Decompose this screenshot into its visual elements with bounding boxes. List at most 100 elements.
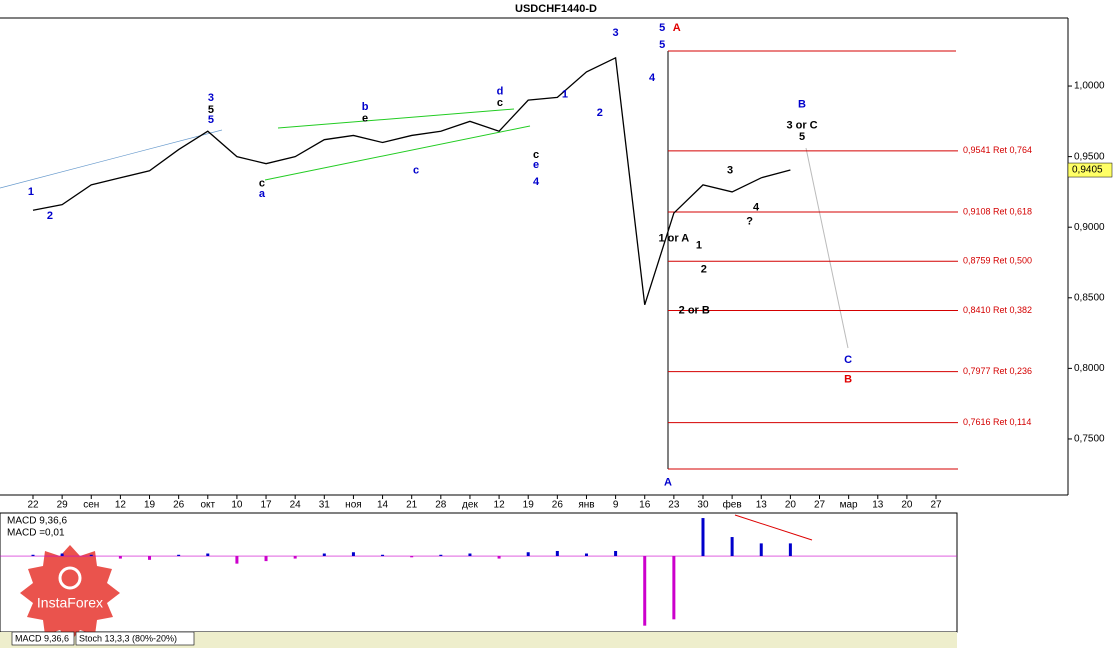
macd-trend bbox=[734, 514, 813, 541]
x-tick-label: мар bbox=[840, 500, 858, 511]
macd-bar bbox=[264, 556, 268, 562]
macd-bar bbox=[468, 553, 472, 557]
y-tick-label: 0,9000 bbox=[1074, 222, 1105, 233]
price-marker-label: 0,9405 bbox=[1072, 165, 1103, 176]
macd-bar bbox=[381, 554, 385, 557]
macd-bar bbox=[118, 556, 122, 559]
x-tick-label: 23 bbox=[668, 500, 680, 511]
x-tick-label: 20 bbox=[785, 500, 797, 511]
chart-title: USDCHF1440-D bbox=[515, 3, 597, 15]
x-tick-label: дек bbox=[462, 500, 478, 511]
logo-text: InstaForex bbox=[37, 595, 103, 611]
x-tick-label: 20 bbox=[901, 500, 913, 511]
macd-bar bbox=[614, 550, 618, 557]
wave-label: c bbox=[259, 177, 265, 189]
trend-line bbox=[277, 108, 515, 129]
x-tick-label: 28 bbox=[435, 500, 447, 511]
macd-bar bbox=[410, 556, 414, 558]
wave-label: C bbox=[844, 354, 852, 366]
x-tick-label: ноя bbox=[345, 500, 362, 511]
wave-label: 1 or A bbox=[658, 232, 689, 244]
wave-label: c bbox=[413, 165, 419, 177]
macd-bar bbox=[759, 543, 763, 557]
x-tick-label: 31 bbox=[319, 500, 331, 511]
macd-bar bbox=[643, 556, 647, 626]
macd-value: MACD =0,01 bbox=[7, 528, 65, 539]
macd-bar bbox=[293, 556, 297, 559]
wave-label: 1 bbox=[696, 239, 702, 251]
wave-label: 2 bbox=[701, 263, 707, 275]
wave-label: 5 bbox=[659, 39, 665, 51]
wave-label: 2 bbox=[597, 107, 603, 119]
macd-bar bbox=[60, 553, 64, 557]
wave-label: 2 bbox=[47, 210, 53, 222]
level-label: 0,8759 Ret 0,500 bbox=[963, 256, 1032, 266]
macd-bar bbox=[497, 556, 501, 559]
wave-label: e bbox=[533, 159, 539, 171]
x-tick-label: 14 bbox=[377, 500, 389, 511]
x-tick-label: 21 bbox=[406, 500, 418, 511]
x-tick-label: 16 bbox=[639, 500, 651, 511]
wave-label: 2 or B bbox=[679, 304, 710, 316]
wave-label: a bbox=[259, 188, 266, 200]
wave-label: e bbox=[362, 112, 368, 124]
x-tick-label: 22 bbox=[27, 500, 39, 511]
y-tick-label: 0,8500 bbox=[1074, 292, 1105, 303]
wave-label: 5 bbox=[659, 22, 665, 34]
indicator-tab bbox=[75, 631, 195, 646]
indicator-tab bbox=[11, 631, 75, 646]
x-tick-label: 13 bbox=[872, 500, 884, 511]
level-label: 0,8410 Ret 0,382 bbox=[963, 305, 1032, 315]
level-label: 0,9541 Ret 0,764 bbox=[963, 145, 1032, 155]
logo-icon bbox=[58, 566, 82, 590]
macd-bar bbox=[730, 537, 734, 557]
tab-bar bbox=[0, 632, 957, 648]
wave-label: c bbox=[533, 149, 539, 161]
projection-line bbox=[805, 147, 849, 349]
macd-bar bbox=[148, 556, 152, 560]
x-tick-label: 27 bbox=[930, 500, 942, 511]
x-tick-label: 26 bbox=[173, 500, 185, 511]
wave-label: 5 bbox=[208, 114, 214, 126]
x-tick-label: 12 bbox=[115, 500, 127, 511]
macd-bar bbox=[206, 553, 210, 557]
wave-label: 1 bbox=[28, 186, 34, 198]
wave-label: 3 bbox=[727, 165, 733, 177]
x-tick-label: 29 bbox=[57, 500, 69, 511]
price-marker bbox=[1067, 162, 1113, 178]
wave-label: 4 bbox=[533, 176, 540, 188]
wave-label: A bbox=[664, 477, 672, 489]
wave-label: b bbox=[362, 101, 369, 113]
macd-bar bbox=[89, 554, 93, 557]
x-tick-label: 27 bbox=[814, 500, 826, 511]
y-tick-label: 0,7500 bbox=[1074, 434, 1105, 445]
x-tick-label: окт bbox=[200, 500, 215, 511]
y-tick-label: 0,8000 bbox=[1074, 363, 1105, 374]
wave-label: 4 bbox=[753, 201, 760, 213]
wave-label: 1 bbox=[562, 88, 568, 100]
wave-label: 3 or C bbox=[786, 119, 817, 131]
wave-label: 5 bbox=[799, 131, 805, 143]
indicator-tab-label: Stoch 13,3,3 (80%-20%) bbox=[79, 633, 177, 643]
level-label: 0,7977 Ret 0,236 bbox=[963, 366, 1032, 376]
macd-bar bbox=[526, 552, 530, 557]
x-tick-label: янв bbox=[578, 500, 594, 511]
wave-label: c bbox=[497, 97, 503, 109]
x-tick-label: 19 bbox=[144, 500, 156, 511]
macd-bar bbox=[672, 556, 676, 620]
macd-bar bbox=[322, 553, 326, 557]
y-tick-label: 0,9500 bbox=[1074, 151, 1105, 162]
macd-bar bbox=[555, 550, 559, 557]
wave-label: ? bbox=[746, 215, 753, 227]
x-tick-label: 24 bbox=[290, 500, 302, 511]
x-tick-label: сен bbox=[83, 500, 99, 511]
level-label: 0,7616 Ret 0,114 bbox=[963, 417, 1031, 427]
logo: InstaForex bbox=[20, 545, 120, 642]
macd-bar bbox=[439, 554, 443, 557]
wave-label: d bbox=[497, 86, 504, 98]
wave-label: 4 bbox=[649, 72, 656, 84]
x-tick-label: 12 bbox=[494, 500, 506, 511]
indicator-tab-label: MACD 9,36,6 bbox=[15, 633, 69, 643]
